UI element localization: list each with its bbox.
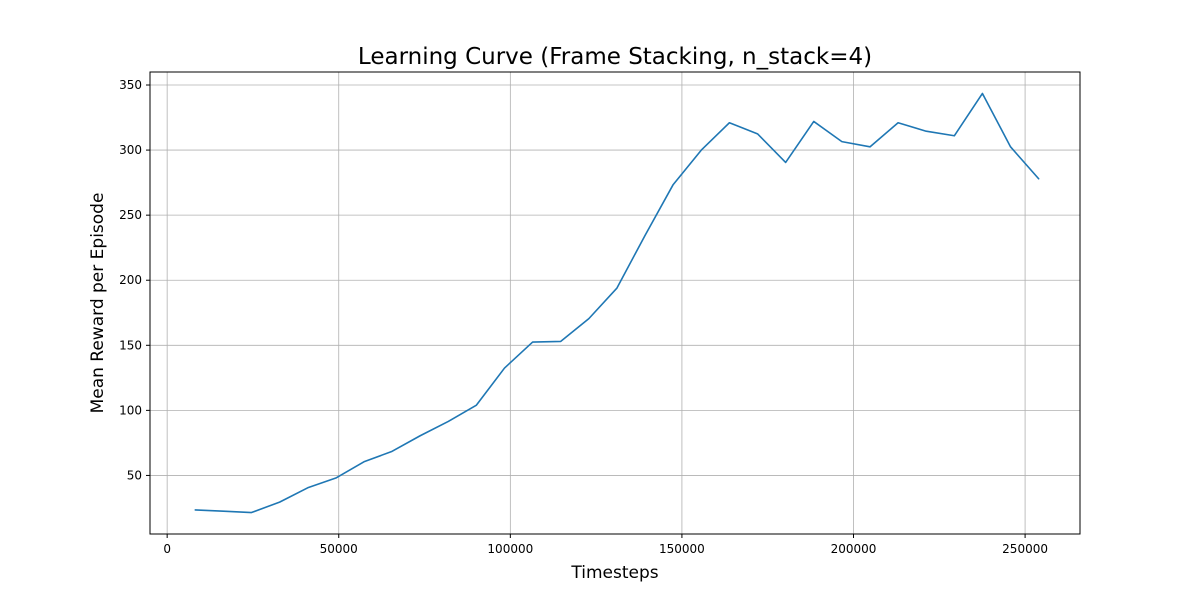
y-axis-title: Mean Reward per Episode (88, 193, 108, 414)
y-tick-label: 150 (119, 338, 142, 352)
x-tick-label: 100000 (487, 542, 533, 556)
x-tick-label: 150000 (659, 542, 705, 556)
y-tick-label: 300 (119, 143, 142, 157)
y-tick-label: 50 (127, 468, 142, 482)
x-tick-label: 50000 (320, 542, 358, 556)
y-axis-ticks: 50 100 150 200 250 300 350 (119, 78, 150, 482)
grid (150, 72, 1080, 534)
x-tick-label: 200000 (831, 542, 877, 556)
series-layer (194, 92, 1040, 514)
x-tick-label: 250000 (1002, 542, 1048, 556)
x-axis-ticks: 0 50000 100000 150000 200000 250000 (163, 534, 1048, 556)
x-axis-title: Timesteps (570, 563, 658, 583)
plot-area-frame (149, 71, 1081, 535)
series-line (194, 92, 1040, 514)
y-tick-label: 200 (119, 273, 142, 287)
y-tick-label: 250 (119, 208, 142, 222)
x-tick-label: 0 (163, 542, 171, 556)
y-tick-label: 350 (119, 78, 142, 92)
chart-title: Learning Curve (Frame Stacking, n_stack=… (358, 44, 872, 70)
y-tick-label: 100 (119, 403, 142, 417)
